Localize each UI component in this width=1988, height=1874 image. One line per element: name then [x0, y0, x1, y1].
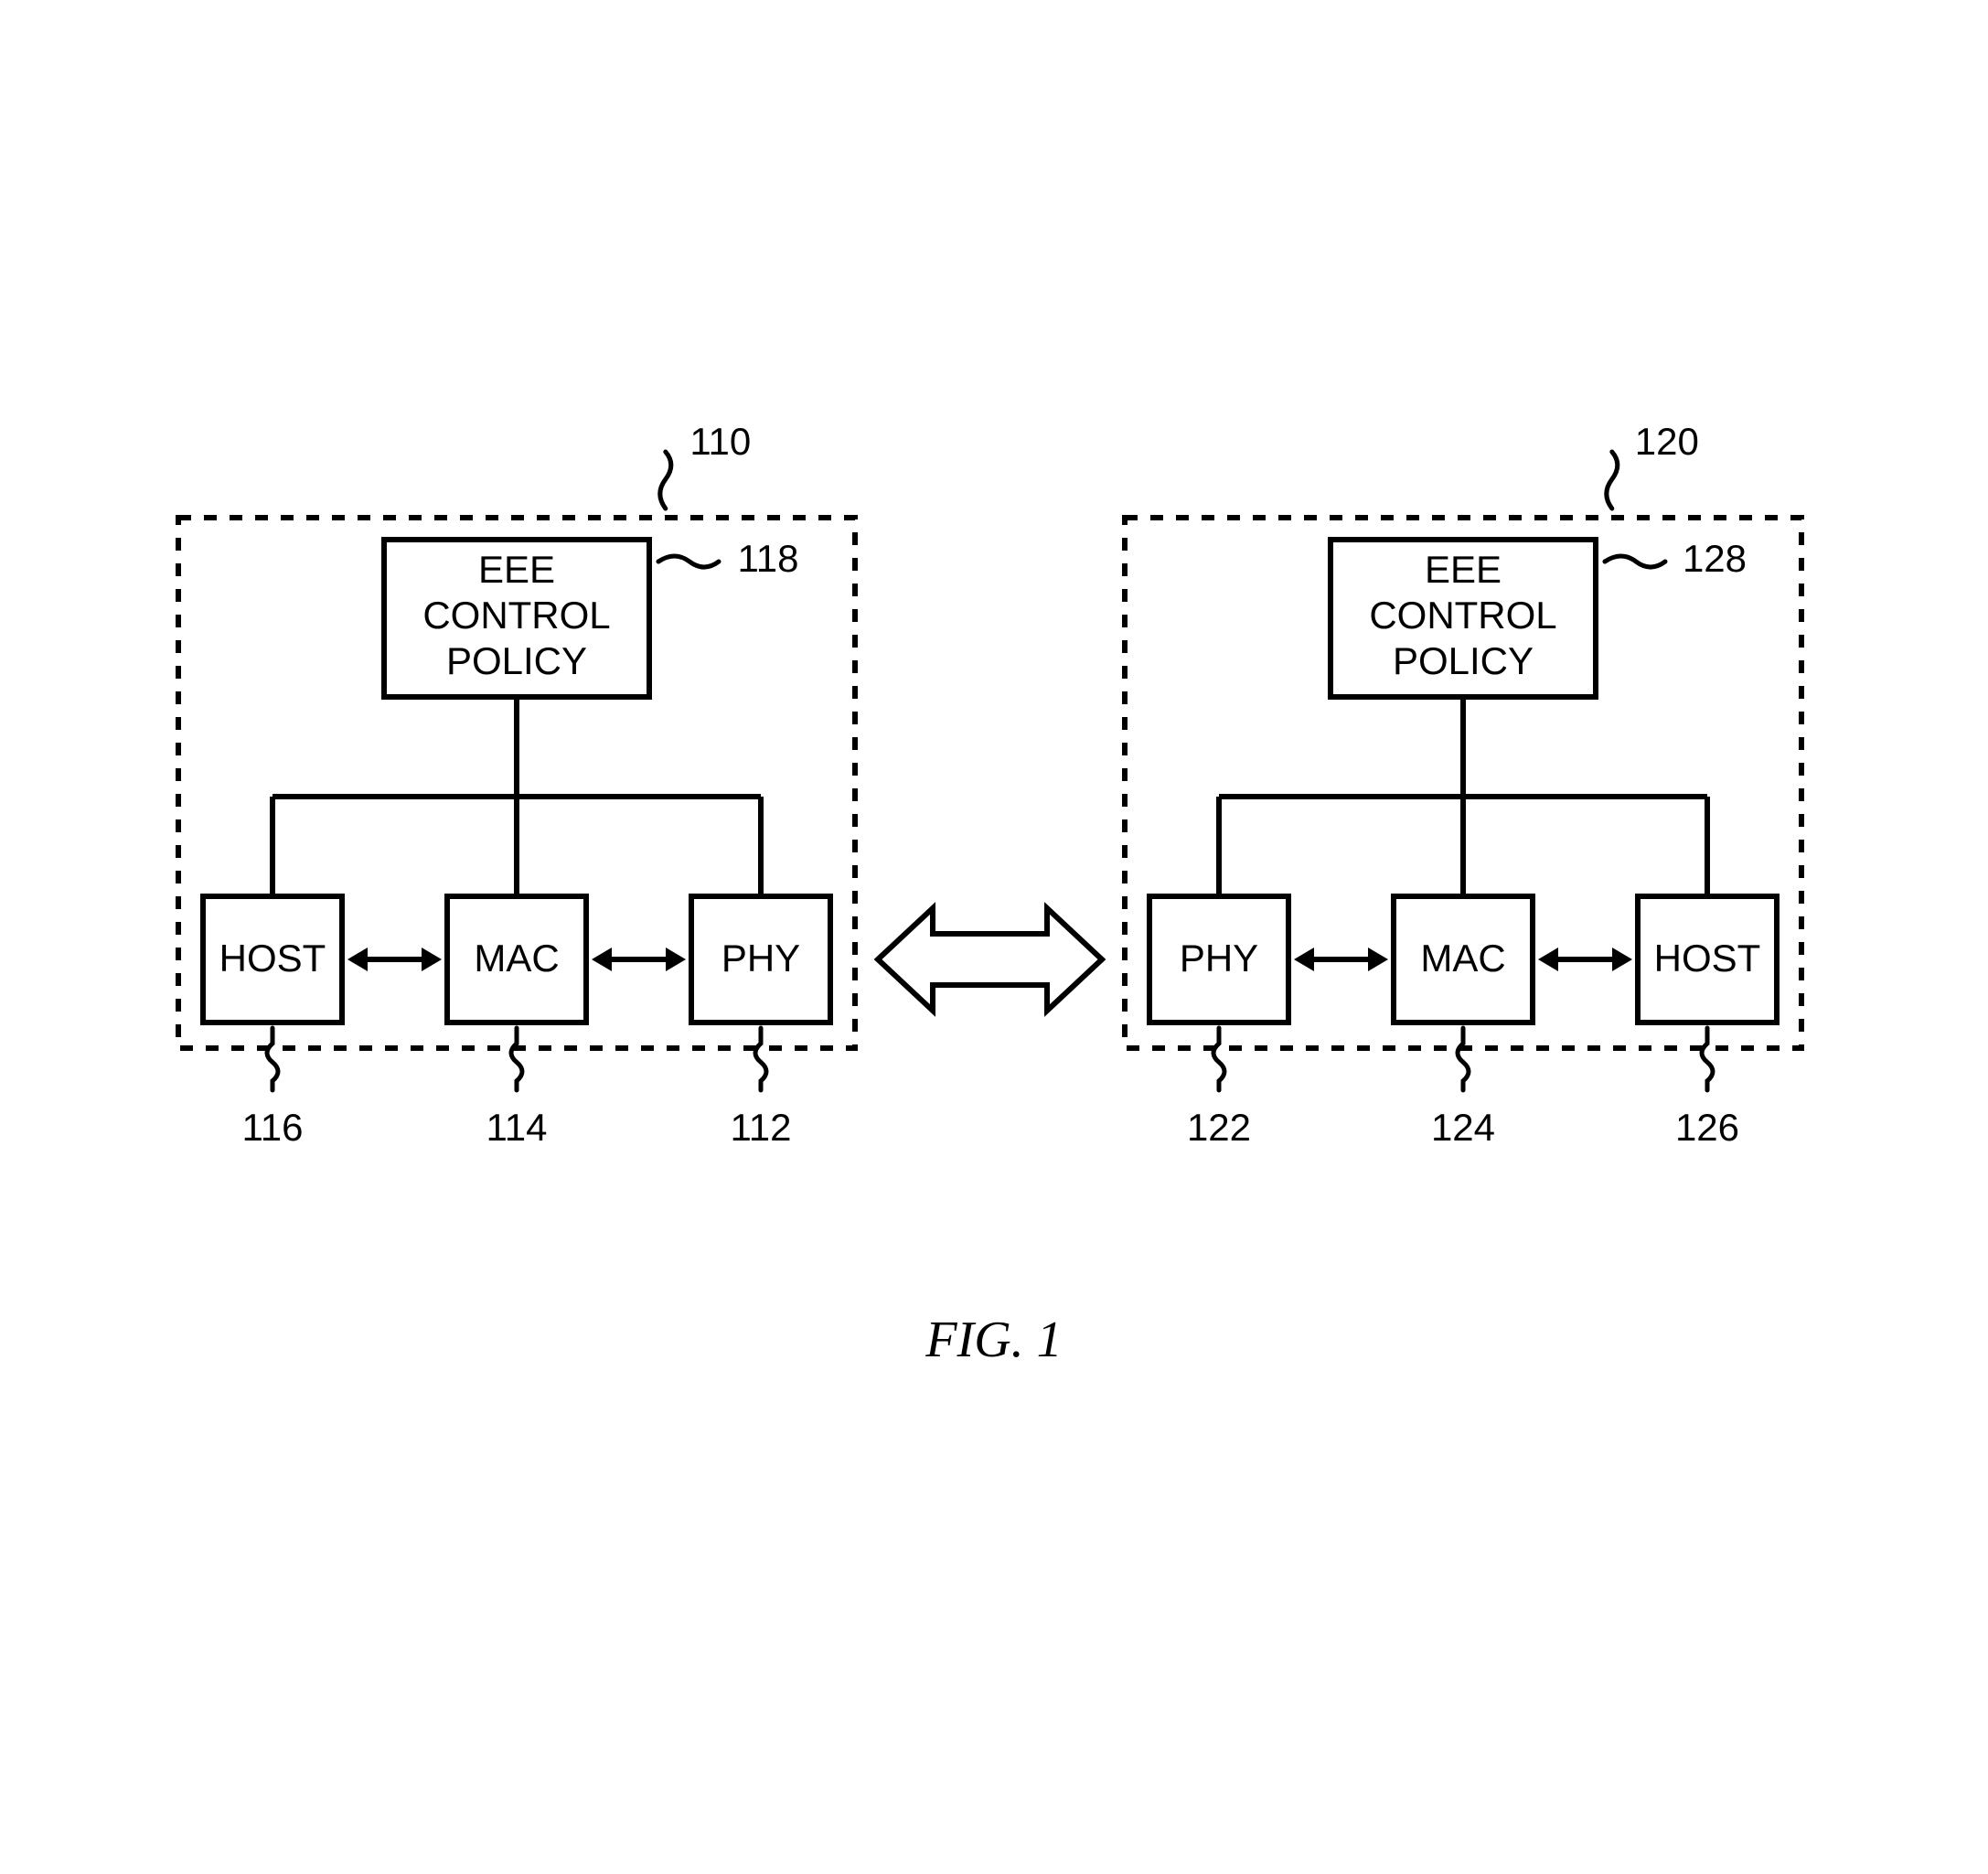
diagram-canvas: 110EEECONTROLPOLICY118HOST116MAC114PHY11… [0, 0, 1988, 1874]
left-link-0-head-left [347, 948, 368, 971]
right-link-1-head-right [1612, 948, 1632, 971]
right-link-1-head-left [1538, 948, 1558, 971]
right-phy-label: PHY [1180, 937, 1258, 980]
left-control-label-1: CONTROL [422, 594, 610, 637]
left-link-1-head-right [666, 948, 686, 971]
right-control-ref-squiggle [1605, 556, 1665, 567]
right-groupref-squiggle [1607, 452, 1618, 509]
left-link-0-head-right [422, 948, 442, 971]
left-mac-label: MAC [474, 937, 559, 980]
right-phy-ref: 122 [1187, 1106, 1251, 1149]
right-control-ref: 128 [1683, 537, 1747, 580]
left-link-1-head-left [592, 948, 612, 971]
right-link-0-head-left [1294, 948, 1314, 971]
right-link-0-head-right [1368, 948, 1388, 971]
left-groupref-ref: 110 [689, 420, 751, 463]
right-host-label: HOST [1654, 937, 1761, 980]
left-host-label: HOST [219, 937, 326, 980]
left-control-label-2: POLICY [446, 639, 587, 682]
left-groupref-squiggle [660, 452, 671, 509]
left-phy-ref-squiggle [755, 1028, 766, 1090]
left-mac-ref-squiggle [511, 1028, 522, 1090]
left-control-ref-squiggle [658, 556, 719, 567]
right-control-label-1: CONTROL [1369, 594, 1556, 637]
right-groupref-ref: 120 [1635, 420, 1699, 463]
right-mac-ref: 124 [1431, 1106, 1495, 1149]
right-control-label-0: EEE [1425, 548, 1502, 591]
right-host-ref: 126 [1675, 1106, 1739, 1149]
left-control-ref: 118 [738, 537, 799, 580]
left-phy-ref: 112 [731, 1106, 792, 1149]
right-phy-ref-squiggle [1213, 1028, 1224, 1090]
figure-caption: FIG. 1 [925, 1312, 1062, 1368]
right-host-ref-squiggle [1702, 1028, 1713, 1090]
left-control-label-0: EEE [478, 548, 555, 591]
left-host-ref: 116 [242, 1106, 304, 1149]
right-control-label-2: POLICY [1393, 639, 1534, 682]
big-double-arrow [878, 908, 1102, 1011]
right-mac-ref-squiggle [1458, 1028, 1469, 1090]
left-mac-ref: 114 [486, 1106, 548, 1149]
right-mac-label: MAC [1420, 937, 1505, 980]
left-phy-label: PHY [721, 937, 800, 980]
left-host-ref-squiggle [267, 1028, 278, 1090]
